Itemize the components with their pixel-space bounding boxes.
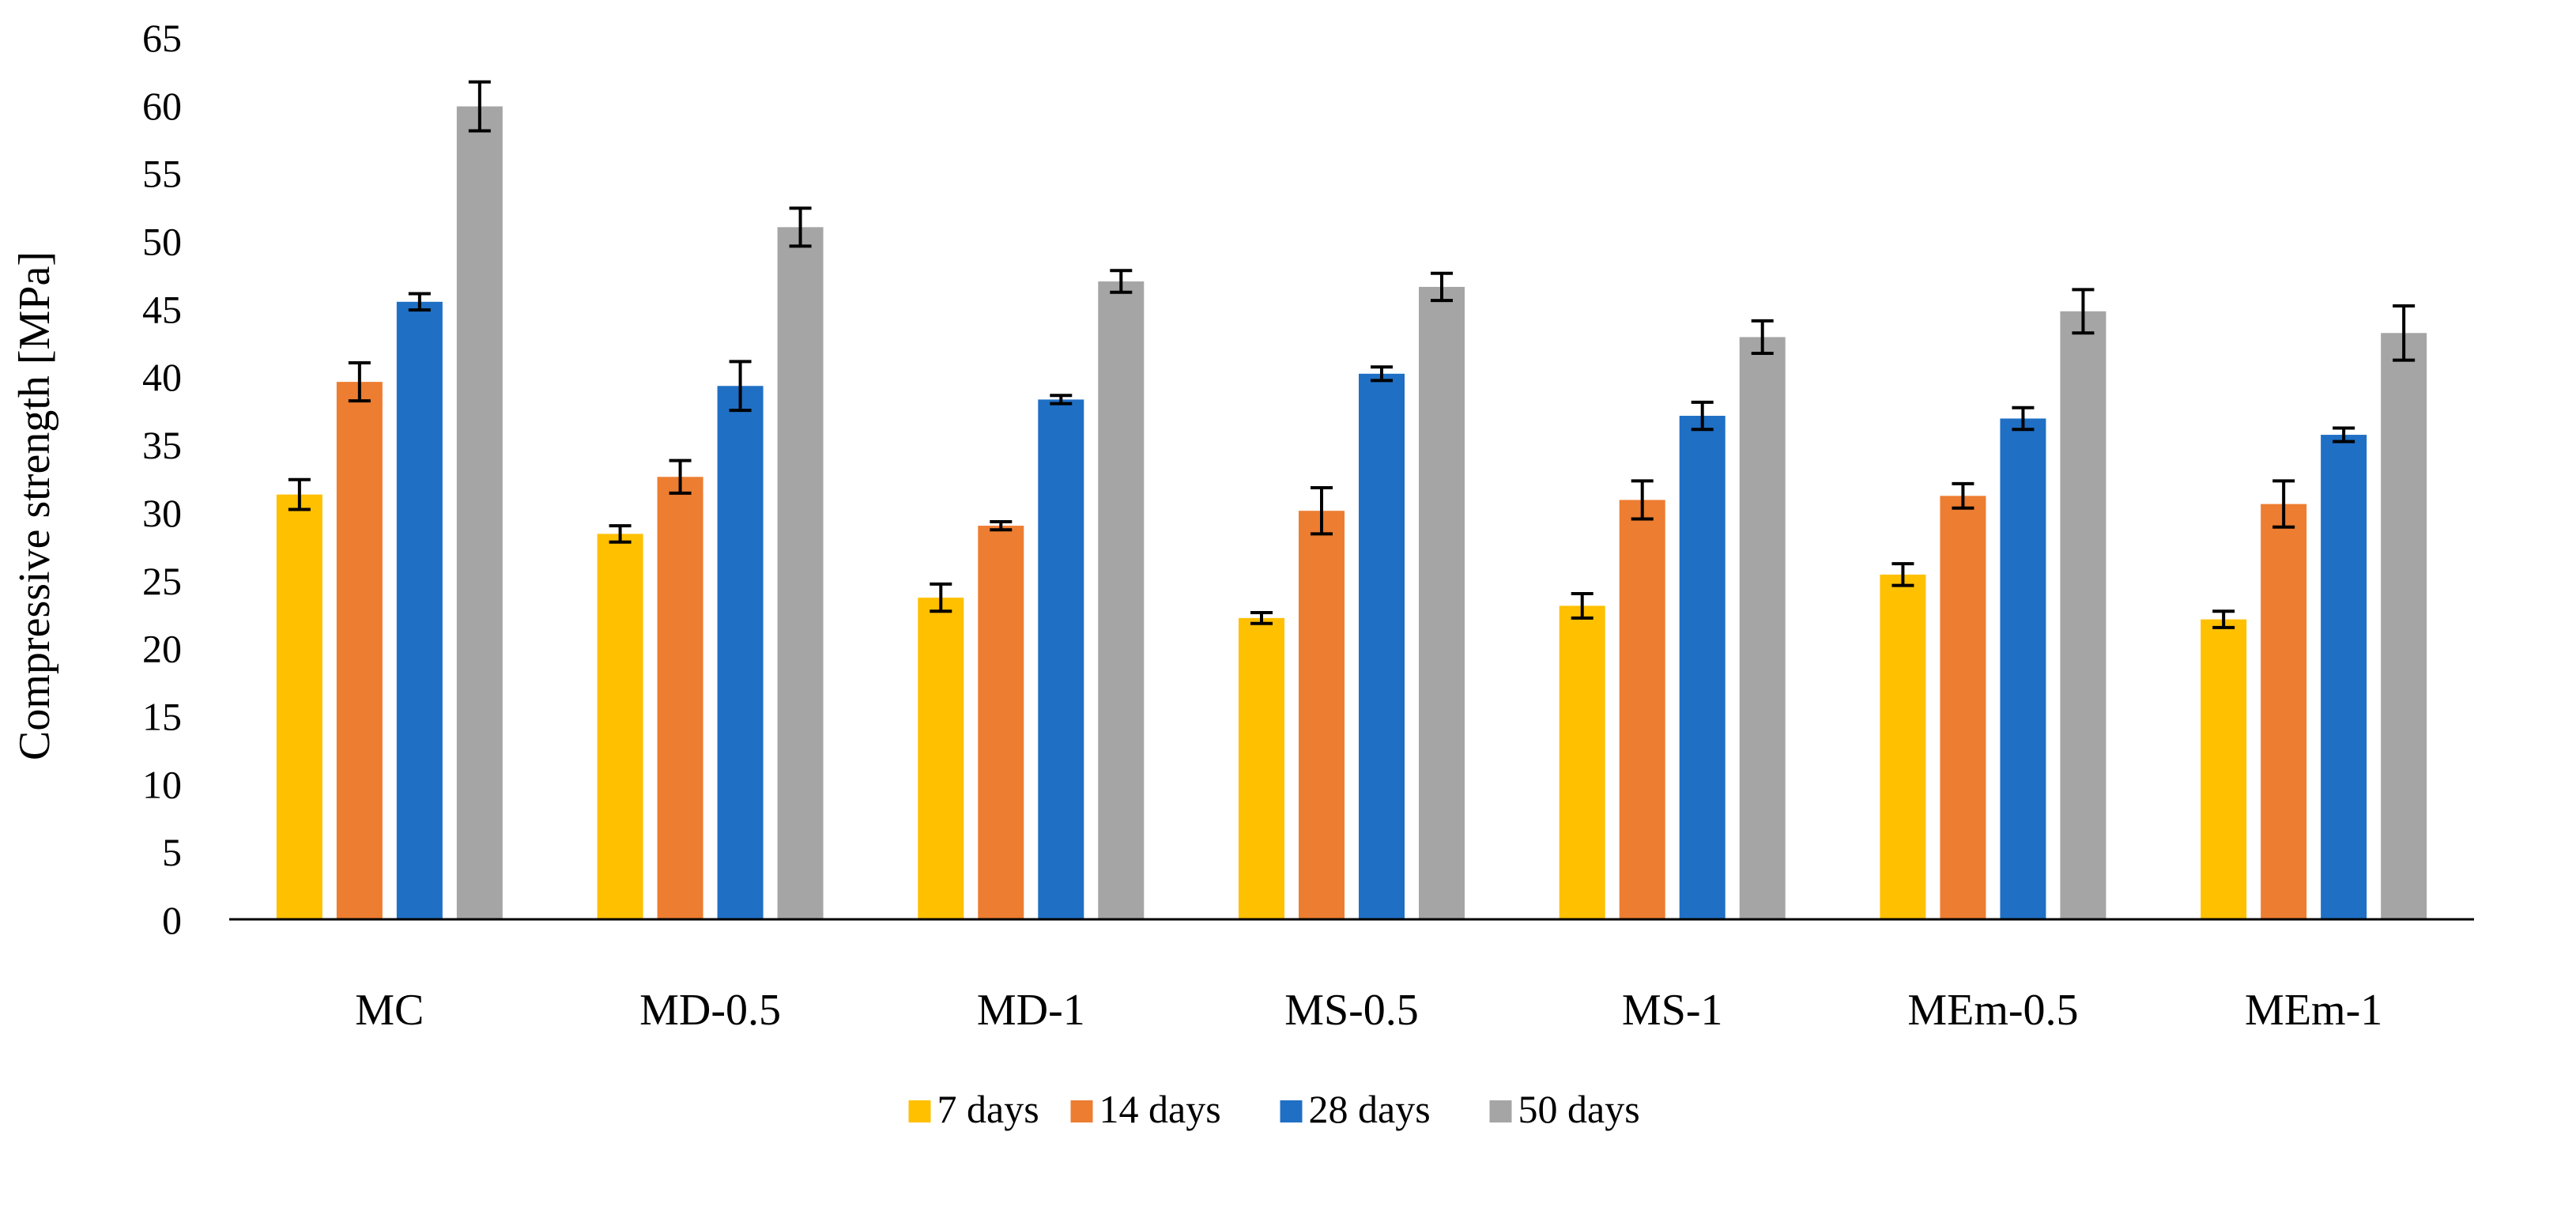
y-tick-label: 20 (142, 627, 182, 671)
bar-28-days-MS-1 (1679, 416, 1726, 919)
error-bar-28-days-MC (408, 292, 431, 312)
legend: 7 days 14 days 28 days 50 days (908, 1087, 1640, 1131)
x-category-label: MD-1 (977, 986, 1085, 1035)
y-axis-title-group: Compressive strength [MPa] (10, 251, 59, 760)
error-bar-50-days-MEm-1 (2393, 304, 2416, 362)
x-category-label: MS-0.5 (1284, 986, 1419, 1035)
error-bar-50-days-MD-0.5 (789, 206, 812, 248)
error-bar-14-days-MEm-1 (2272, 479, 2295, 529)
y-tick-label: 60 (142, 84, 182, 128)
bar-50-days-MS-1 (1739, 337, 1786, 919)
y-tick-label: 45 (142, 287, 182, 331)
x-category-label: MD-0.5 (639, 986, 781, 1035)
bar-7-days-MS-0.5 (1239, 617, 1284, 919)
bar-14-days-MS-0.5 (1299, 511, 1345, 919)
legend-swatch (908, 1100, 931, 1122)
error-bar-28-days-MEm-1 (2333, 426, 2355, 443)
bar-14-days-MEm-1 (2261, 504, 2307, 919)
x-category-label: MC (355, 986, 424, 1035)
error-bar-50-days-MS-0.5 (1431, 271, 1453, 303)
legend-item-14-days: 14 days (1070, 1087, 1221, 1131)
bar-14-days-MS-1 (1619, 500, 1665, 919)
error-bar-7-days-MD-0.5 (609, 524, 632, 544)
y-tick-label: 35 (142, 423, 182, 467)
error-bar-50-days-MD-1 (1110, 269, 1133, 294)
y-tick-label: 55 (142, 152, 182, 196)
legend-label: 7 days (937, 1087, 1039, 1131)
error-bar-28-days-MEm-0.5 (2012, 406, 2035, 432)
legend-swatch (1070, 1100, 1093, 1122)
bars-layer (276, 106, 2427, 920)
bar-14-days-MEm-0.5 (1940, 496, 1986, 919)
bar-50-days-MS-0.5 (1419, 286, 1465, 920)
bar-50-days-MEm-0.5 (2060, 311, 2106, 919)
y-tick-label: 5 (162, 830, 182, 874)
bar-28-days-MEm-1 (2321, 435, 2367, 919)
bar-28-days-MEm-0.5 (2000, 418, 2046, 919)
y-axis-title: Compressive strength [MPa] (10, 251, 59, 760)
y-tick-label: 0 (162, 898, 182, 942)
error-bar-7-days-MS-0.5 (1250, 610, 1273, 625)
bar-50-days-MC (456, 106, 503, 919)
bar-7-days-MEm-1 (2201, 619, 2247, 919)
legend-label: 14 days (1099, 1087, 1221, 1131)
error-bar-14-days-MD-1 (990, 519, 1013, 532)
error-bar-50-days-MEm-0.5 (2072, 288, 2095, 335)
error-bar-7-days-MS-1 (1571, 591, 1593, 620)
error-bar-50-days-MS-1 (1751, 319, 1774, 356)
error-bar-28-days-MD-1 (1050, 394, 1073, 406)
error-bar-7-days-MD-1 (930, 582, 952, 613)
error-bar-50-days-MC (468, 80, 491, 133)
x-category-label: MEm-1 (2245, 986, 2382, 1035)
bar-7-days-MC (276, 494, 322, 919)
y-tick-label: 25 (142, 559, 182, 603)
legend-label: 50 days (1518, 1087, 1640, 1131)
error-bar-28-days-MS-0.5 (1371, 365, 1393, 383)
legend-item-50-days: 50 days (1489, 1087, 1640, 1131)
bar-7-days-MD-0.5 (597, 534, 643, 919)
bar-14-days-MC (336, 382, 383, 919)
error-bar-28-days-MD-0.5 (729, 360, 752, 413)
legend-item-7-days: 7 days (908, 1087, 1039, 1131)
y-tick-label: 10 (142, 762, 182, 806)
x-category-label: MEm-0.5 (1907, 986, 2078, 1035)
error-bar-7-days-MEm-1 (2212, 609, 2235, 629)
y-tick-label: 40 (142, 355, 182, 399)
error-bar-14-days-MC (348, 361, 371, 403)
legend-swatch (1280, 1100, 1303, 1122)
bar-14-days-MD-1 (978, 526, 1024, 919)
x-axis-labels: MC MD-0.5 MD-1 MS-0.5 MS-1 MEm-0.5 MEm-1 (355, 986, 2382, 1035)
bar-28-days-MC (396, 301, 443, 919)
bar-50-days-MD-0.5 (777, 227, 824, 919)
bar-28-days-MD-0.5 (717, 386, 764, 919)
legend-swatch (1489, 1100, 1512, 1122)
y-axis-ticks: 0 5 10 15 20 25 30 35 40 45 50 55 60 65 (142, 16, 182, 942)
x-category-label: MS-1 (1622, 986, 1723, 1035)
y-tick-label: 30 (142, 491, 182, 535)
bar-28-days-MD-1 (1038, 399, 1084, 919)
error-bar-7-days-MEm-0.5 (1891, 562, 1914, 587)
y-tick-label: 15 (142, 694, 182, 738)
y-tick-label: 50 (142, 220, 182, 264)
y-tick-label: 65 (142, 16, 182, 60)
error-bar-14-days-MS-1 (1631, 479, 1654, 521)
bar-50-days-MD-1 (1098, 281, 1145, 919)
error-bar-28-days-MS-1 (1691, 400, 1714, 432)
error-bar-14-days-MD-0.5 (669, 458, 692, 495)
bar-7-days-MD-1 (918, 598, 964, 919)
bar-7-days-MS-1 (1559, 606, 1605, 919)
error-bar-14-days-MS-0.5 (1311, 486, 1333, 536)
error-bars-layer (288, 80, 2416, 629)
error-bar-14-days-MEm-0.5 (1952, 481, 1974, 510)
bar-14-days-MD-0.5 (657, 477, 703, 919)
bar-7-days-MEm-0.5 (1880, 574, 1926, 919)
legend-item-28-days: 28 days (1280, 1087, 1431, 1131)
bar-28-days-MS-0.5 (1359, 373, 1405, 919)
bar-50-days-MEm-1 (2381, 333, 2427, 919)
legend-label: 28 days (1309, 1087, 1431, 1131)
error-bar-7-days-MC (288, 477, 311, 511)
